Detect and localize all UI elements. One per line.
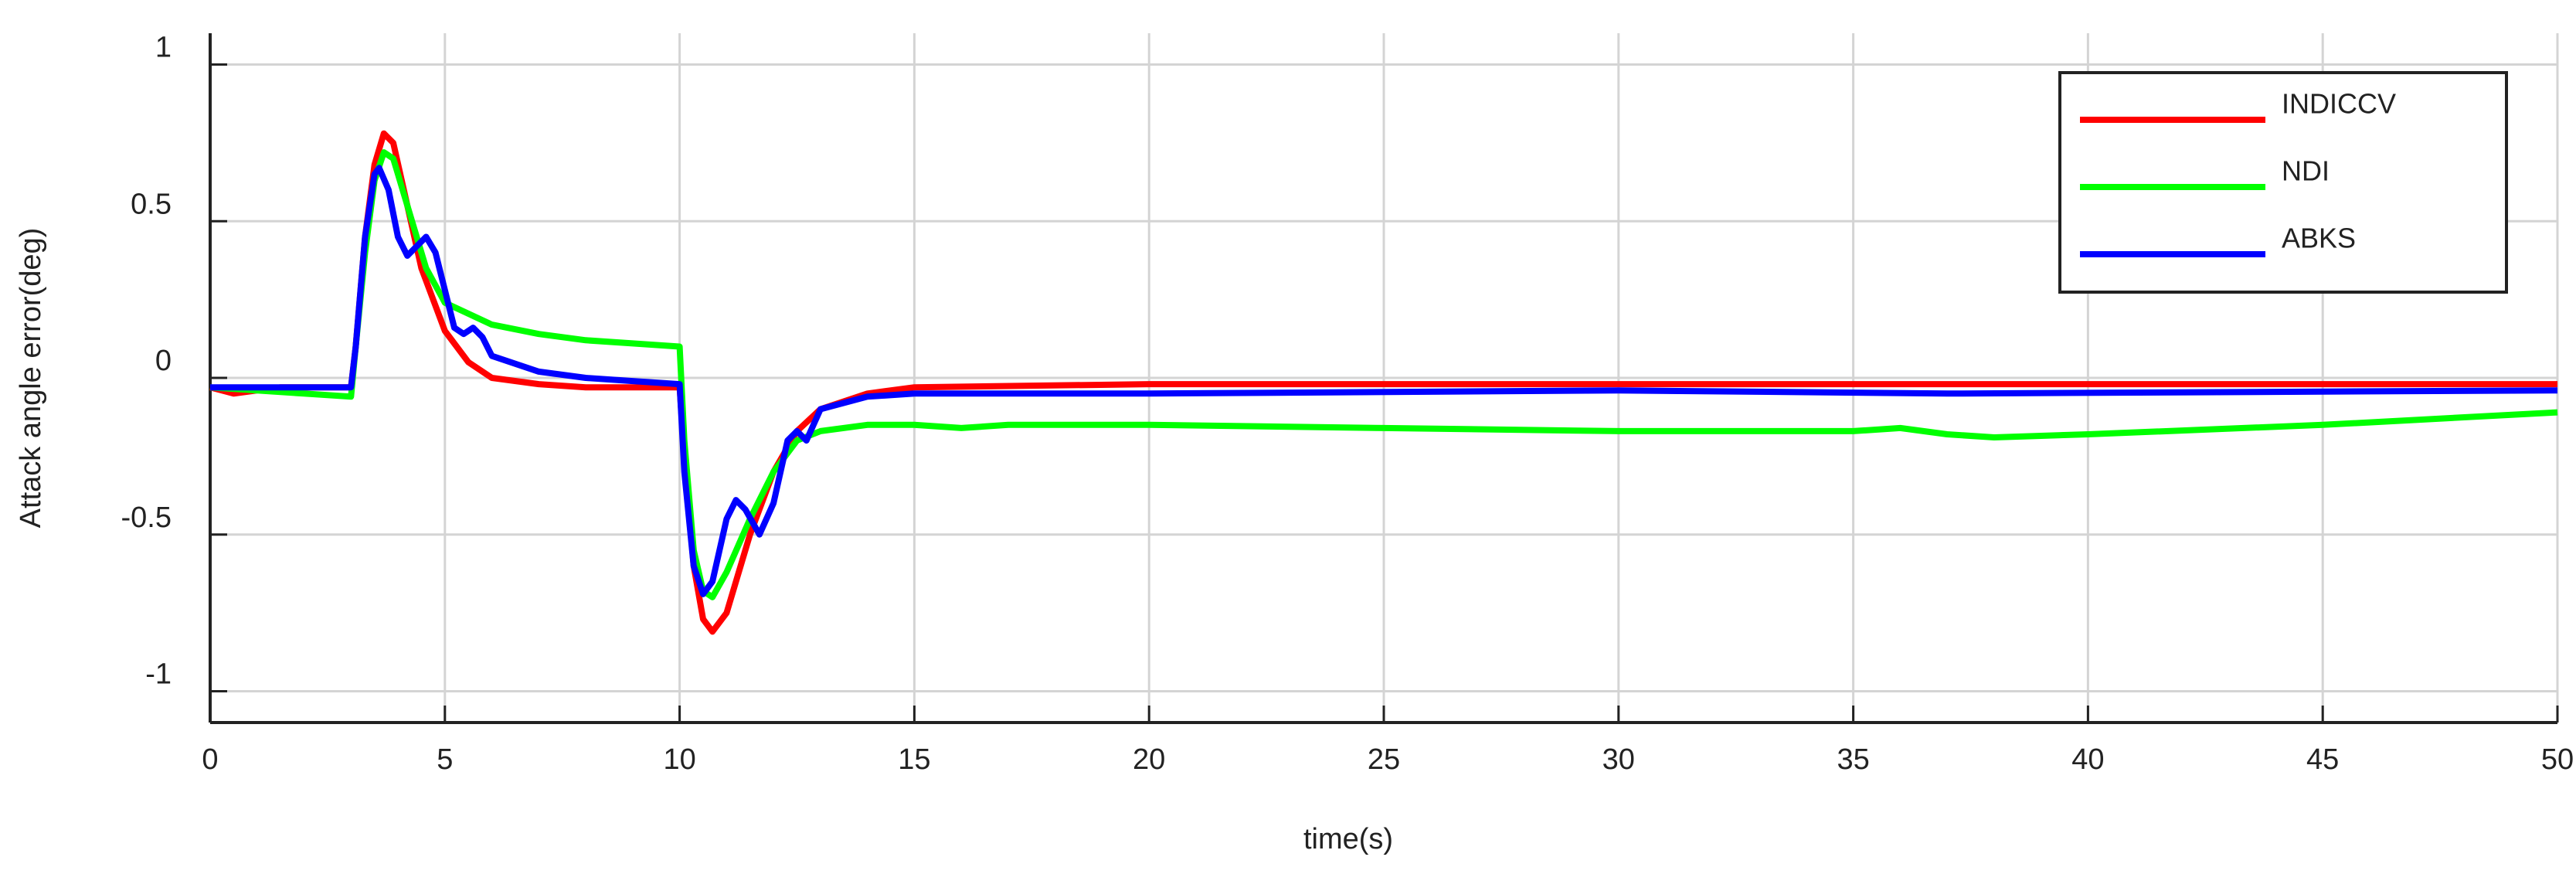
x-tick-label: 20: [1133, 743, 1165, 776]
x-tick-label: 45: [2306, 743, 2339, 776]
x-tick-label: 50: [2541, 743, 2574, 776]
y-tick-label: 1: [155, 32, 172, 64]
y-tick-label: 0.5: [131, 188, 172, 220]
x-tick-label: 10: [663, 743, 695, 776]
y-axis-label: Attack angle error(deg): [15, 228, 47, 529]
x-tick-label: 5: [437, 743, 453, 776]
y-tick-label: -1: [145, 658, 172, 690]
legend-label: NDI: [2282, 155, 2330, 187]
legend-label: ABKS: [2282, 223, 2356, 254]
y-tick-label: -0.5: [121, 502, 172, 534]
x-tick-label: 40: [2071, 743, 2104, 776]
x-tick-label: 15: [898, 743, 930, 776]
x-tick-label: 35: [1837, 743, 1869, 776]
x-axis-label: time(s): [1303, 823, 1393, 855]
x-tick-label: 0: [202, 743, 218, 776]
y-tick-label: 0: [155, 345, 172, 377]
series-line: [210, 165, 2558, 597]
x-tick-label: 30: [1602, 743, 1635, 776]
legend-label: INDICCV: [2282, 88, 2396, 120]
x-tick-label: 25: [1368, 743, 1400, 776]
